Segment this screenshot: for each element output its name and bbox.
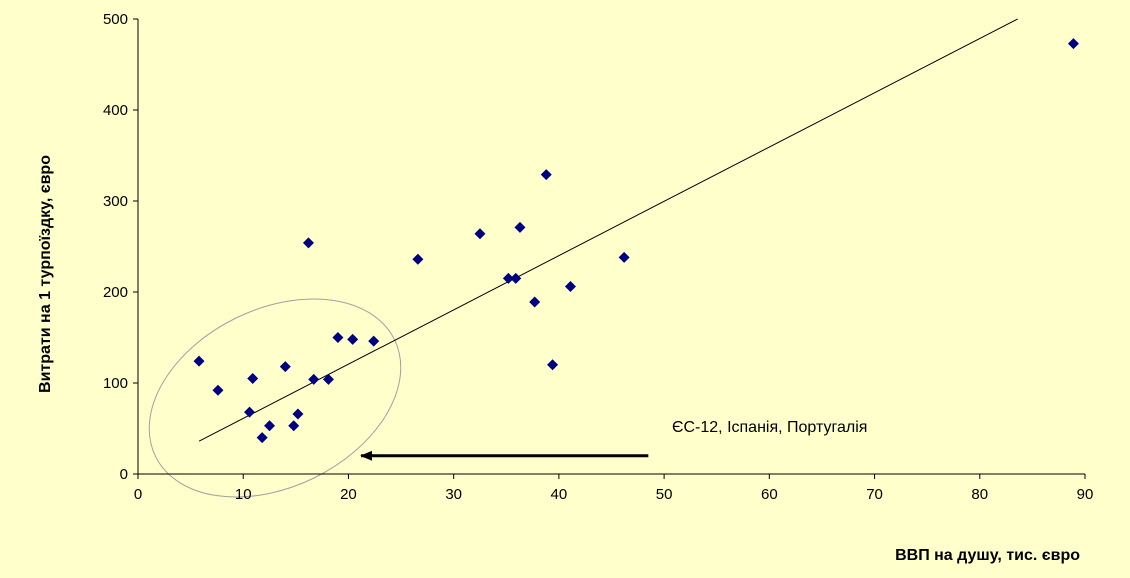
annotation-layer: ЄС-12, Іспанія, Португалія <box>360 419 867 461</box>
data-point <box>540 169 552 181</box>
trendline <box>198 18 1018 442</box>
y-tick-label: 400 <box>103 102 128 119</box>
data-point <box>244 406 256 418</box>
data-point <box>347 333 359 345</box>
data-point <box>474 228 486 240</box>
x-tick-label: 60 <box>761 486 778 503</box>
x-tick-label: 80 <box>971 486 988 503</box>
data-point <box>302 237 314 249</box>
data-point <box>564 281 576 293</box>
x-tick-label: 10 <box>235 486 252 503</box>
highlight-ellipse-layer <box>148 298 402 498</box>
y-tick-label: 200 <box>103 284 128 301</box>
x-tick-label: 50 <box>656 486 673 503</box>
data-points <box>193 38 1079 444</box>
axes: 0 100 200 300 400 500 0 10 20 30 40 50 60 70 80 90 <box>103 11 1093 503</box>
data-point <box>288 420 300 432</box>
data-point <box>510 272 522 284</box>
x-tick-label: 20 <box>340 486 357 503</box>
y-tick-label: 300 <box>103 193 128 210</box>
data-point <box>1067 38 1079 50</box>
x-tick-label: 0 <box>134 486 142 503</box>
data-point <box>247 372 259 384</box>
data-point <box>529 296 541 308</box>
x-tick-label: 30 <box>445 486 462 503</box>
data-point <box>264 420 276 432</box>
data-point <box>212 384 224 396</box>
data-point <box>279 361 291 373</box>
y-axis-title: Витрати на 1 турпоїздку, євро <box>37 155 54 393</box>
data-point <box>308 373 320 385</box>
x-axis-title: ВВП на душу, тис. євро <box>895 547 1080 564</box>
data-point <box>514 221 526 233</box>
x-tick-label: 40 <box>551 486 568 503</box>
x-tick-label: 90 <box>1077 486 1094 503</box>
highlight-ellipse <box>148 298 402 498</box>
trendline-layer <box>198 18 1018 442</box>
x-tick-label: 70 <box>866 486 883 503</box>
data-point <box>618 251 630 263</box>
data-point <box>412 253 424 265</box>
y-tick-label: 0 <box>120 466 128 483</box>
y-tick-label: 100 <box>103 375 128 392</box>
annotation-label: ЄС-12, Іспанія, Португалія <box>672 419 867 436</box>
data-point <box>193 355 205 367</box>
data-point <box>292 408 304 420</box>
data-point <box>502 272 514 284</box>
data-point <box>256 432 268 444</box>
data-point <box>368 335 380 347</box>
data-point <box>547 359 559 371</box>
data-point <box>322 373 334 385</box>
y-tick-label: 500 <box>103 11 128 28</box>
data-point <box>332 332 344 343</box>
